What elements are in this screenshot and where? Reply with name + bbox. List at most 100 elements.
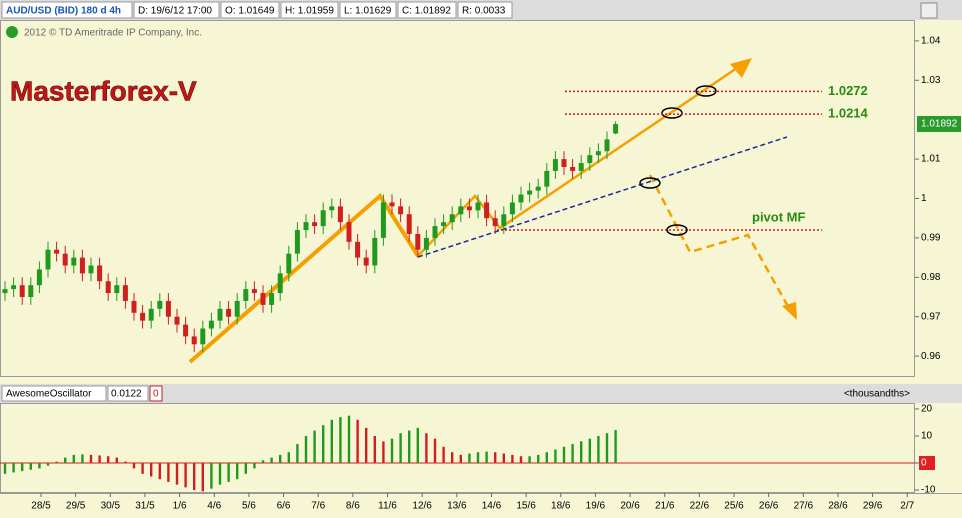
x-tick-label: 15/6 — [516, 501, 536, 512]
bar — [528, 456, 531, 463]
bar — [588, 438, 591, 463]
x-tick-label: 25/6 — [724, 501, 744, 512]
candle-body — [372, 237, 378, 266]
candle-body — [552, 159, 558, 171]
candle-body — [578, 163, 584, 171]
bar — [365, 427, 368, 463]
bar — [459, 454, 462, 463]
candle-body — [269, 293, 275, 305]
x-tick-label: 26/6 — [759, 501, 779, 512]
candle-body — [604, 139, 610, 152]
header-box — [220, 1, 280, 19]
candle-body — [165, 300, 171, 317]
candle-body — [157, 300, 163, 309]
bar — [287, 452, 290, 463]
trend-drawing — [188, 192, 420, 364]
marker-ellipse — [661, 107, 683, 119]
candle-body — [398, 206, 404, 215]
bar — [210, 463, 213, 489]
bar — [347, 415, 351, 463]
bar — [141, 463, 144, 474]
bar — [12, 463, 15, 473]
bar — [132, 463, 136, 469]
panel-frame — [0, 403, 915, 493]
bar — [218, 463, 222, 485]
header-box — [280, 1, 339, 19]
candle-body — [595, 151, 601, 156]
candle-body — [71, 257, 77, 266]
bar — [184, 463, 187, 488]
candle-body — [62, 253, 68, 266]
x-tick-label: 4/6 — [207, 501, 221, 512]
candle-body — [131, 300, 137, 313]
y-tick-label: 1.04 — [921, 36, 941, 47]
bar — [494, 452, 497, 463]
bar — [476, 452, 480, 463]
candle-body — [243, 289, 249, 301]
candle-body — [509, 202, 515, 215]
close: C: 1.01892 — [402, 6, 451, 17]
bar — [150, 463, 153, 477]
bar — [270, 457, 273, 463]
candle-body — [415, 233, 421, 250]
candle-body — [260, 293, 266, 305]
bar — [373, 435, 376, 463]
candle-body — [501, 214, 507, 227]
header-box — [133, 1, 220, 19]
last-price-box — [917, 116, 961, 133]
bar — [64, 457, 67, 463]
candle-body — [11, 285, 17, 290]
y-tick-label: 0 — [921, 458, 927, 469]
candle-body — [518, 194, 524, 203]
bar — [193, 463, 196, 491]
candle-body — [208, 320, 214, 329]
candle-body — [337, 206, 343, 223]
candle-body — [363, 257, 369, 266]
bar — [201, 463, 204, 492]
y-tick-label: 10 — [921, 431, 933, 442]
x-tick-label: 1/6 — [173, 501, 187, 512]
candle-body — [97, 265, 103, 282]
candle-body — [389, 202, 395, 207]
bar — [296, 444, 299, 463]
x-tick-label: 5/6 — [242, 501, 256, 512]
candle-body — [346, 222, 352, 242]
header-box — [1, 1, 133, 19]
bar — [545, 452, 548, 463]
bar — [433, 438, 437, 463]
candle-body — [88, 265, 94, 274]
chart-title: Masterforex-V — [10, 75, 197, 106]
bar — [425, 433, 428, 463]
y-tick-label: 1 — [921, 193, 927, 204]
bar — [89, 454, 93, 463]
candle-body — [475, 202, 481, 211]
bar — [382, 441, 385, 463]
bar — [485, 451, 488, 463]
header-box — [149, 385, 163, 402]
bar — [537, 454, 540, 463]
bar — [279, 454, 282, 463]
x-tick-label: 8/6 — [346, 501, 360, 512]
indicator-param: 0 — [153, 389, 159, 400]
candle-body — [423, 237, 429, 250]
candle-body — [114, 285, 120, 294]
x-tick-label: 7/6 — [311, 501, 325, 512]
info-icon[interactable] — [6, 26, 18, 38]
y-tick-label: 1.03 — [921, 75, 941, 86]
x-tick-label: 20/6 — [620, 501, 640, 512]
indicator-title: AwesomeOscillator — [6, 389, 92, 400]
level-label: 1.0214 — [828, 106, 869, 121]
x-tick-label: 29/6 — [863, 501, 883, 512]
y-tick-label: 0.98 — [921, 272, 941, 283]
y-tick-label: 0.99 — [921, 233, 941, 244]
bar — [356, 419, 359, 463]
candle-body — [122, 285, 128, 301]
bar — [304, 435, 308, 463]
candle-body — [458, 206, 464, 215]
y-tick-label: 0.97 — [921, 311, 941, 322]
x-tick-label: 6/6 — [277, 501, 291, 512]
bar — [227, 463, 230, 482]
low: L: 1.01629 — [344, 6, 392, 17]
settings-button[interactable] — [920, 2, 938, 19]
bar — [253, 463, 256, 469]
